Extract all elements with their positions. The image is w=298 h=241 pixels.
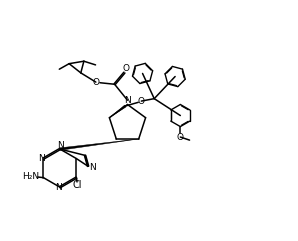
- Text: H₂N: H₂N: [22, 172, 39, 181]
- Text: O: O: [177, 133, 184, 141]
- Text: N: N: [89, 163, 95, 172]
- Text: O: O: [92, 78, 99, 87]
- Polygon shape: [109, 105, 126, 118]
- Text: Cl: Cl: [72, 180, 82, 190]
- Text: N: N: [38, 154, 45, 163]
- Text: N: N: [55, 183, 62, 192]
- Text: N: N: [124, 96, 131, 105]
- Text: O: O: [122, 64, 129, 73]
- Text: N: N: [57, 141, 64, 150]
- Text: O: O: [138, 97, 145, 106]
- Polygon shape: [60, 139, 139, 150]
